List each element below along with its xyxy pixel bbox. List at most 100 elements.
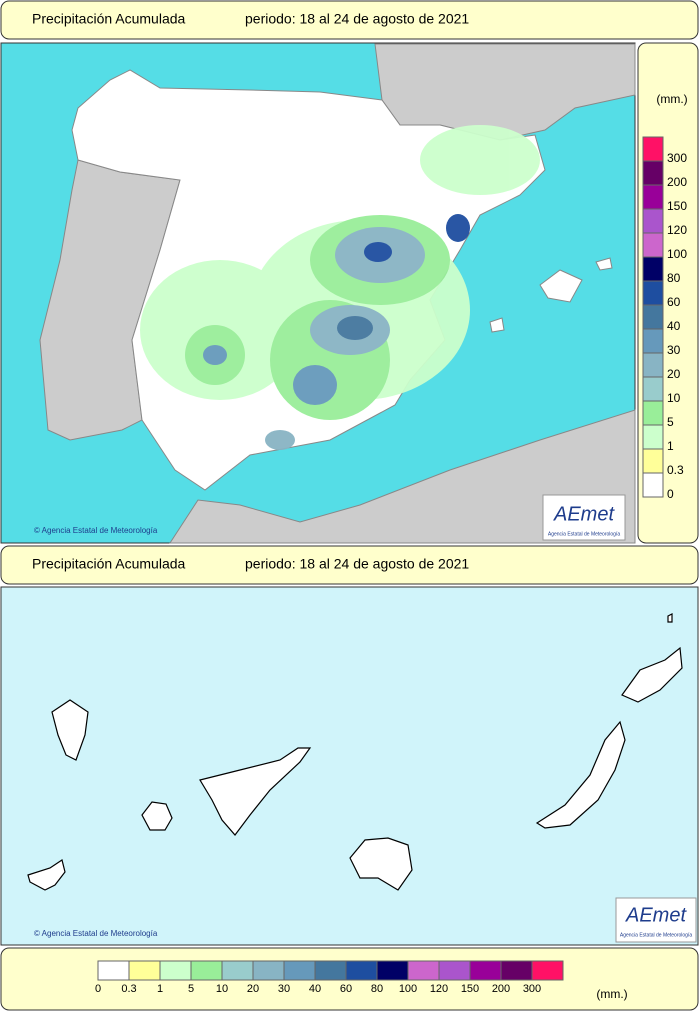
islands — [27, 613, 683, 891]
legend-swatch — [376, 960, 409, 981]
legend-swatch — [221, 960, 254, 981]
legend-label: 120 — [667, 223, 687, 237]
legend-label: 1 — [667, 439, 674, 453]
precip-area — [337, 316, 373, 340]
period: periodo: 18 al 24 de agosto de 2021 — [245, 556, 469, 572]
logo: AEmet — [625, 904, 687, 926]
legend-label: 150 — [461, 983, 479, 995]
legend-swatch — [128, 960, 161, 981]
legend-vertical: 0 0.3 1 5 10 20 30 40 60 80 100 120 150 200 300 — [642, 136, 687, 501]
title: Precipitación Acumulada — [32, 11, 186, 27]
mallorca — [539, 269, 583, 303]
legend-label: 200 — [667, 175, 687, 189]
legend-label: 150 — [667, 199, 687, 213]
precipitation — [140, 125, 540, 450]
copyright: © Agencia Estatal de Meteorología — [34, 929, 158, 938]
la-gomera — [141, 801, 173, 831]
legend-label: 20 — [667, 367, 681, 381]
gran-canaria — [349, 837, 413, 891]
legend-swatch — [283, 960, 316, 981]
legend-unit: (mm.) — [596, 987, 627, 1001]
legend-swatch — [642, 160, 664, 186]
legend-label: 30 — [278, 983, 290, 995]
legend-unit: (mm.) — [656, 92, 687, 106]
legend-label: 100 — [399, 983, 417, 995]
legend-horizontal: 0 0.3 1 5 10 20 30 40 60 80 100 120 150 200 300 — [95, 960, 564, 995]
sea — [0, 586, 699, 946]
legend-label: 200 — [492, 983, 510, 995]
legend-swatch — [642, 232, 664, 258]
legend-swatch — [642, 328, 664, 354]
legend-swatch — [438, 960, 471, 981]
legend-label: 1 — [157, 983, 163, 995]
legend-label: 20 — [247, 983, 259, 995]
fuerteventura — [535, 720, 626, 829]
legend-label: 120 — [430, 983, 448, 995]
legend-swatch — [642, 448, 664, 474]
precip-area — [293, 365, 337, 405]
legend-swatch — [642, 208, 664, 234]
precip-area — [364, 242, 392, 262]
legend-label: 5 — [188, 983, 194, 995]
legend-label: 300 — [667, 151, 687, 165]
legend-swatch — [531, 960, 564, 981]
legend-label: 10 — [667, 391, 681, 405]
legend-swatch — [469, 960, 502, 981]
legend-swatch — [345, 960, 378, 981]
header-bar — [0, 545, 699, 585]
legend-swatch — [642, 376, 664, 402]
precip-area — [265, 430, 295, 450]
legend-swatch — [642, 304, 664, 330]
legend-label: 0.3 — [121, 983, 136, 995]
legend-swatch — [407, 960, 440, 981]
legend-label: 30 — [667, 343, 681, 357]
legend-label: 40 — [309, 983, 321, 995]
copyright: © Agencia Estatal de Meteorología — [34, 526, 158, 535]
period: periodo: 18 al 24 de agosto de 2021 — [245, 11, 469, 27]
legend-swatch — [314, 960, 347, 981]
peninsula-map: AEmet Agencia Estatal de Meteorología © … — [0, 42, 636, 544]
header-bar — [0, 0, 699, 40]
legend-label: 60 — [340, 983, 352, 995]
legend-swatch — [642, 136, 664, 162]
legend-swatch — [642, 400, 664, 426]
logo: AEmet — [553, 503, 615, 525]
el-hierro — [27, 859, 66, 891]
legend-label: 300 — [523, 983, 541, 995]
legend-label: 0.3 — [667, 463, 684, 477]
legend-swatch — [642, 424, 664, 450]
legend-swatch — [642, 352, 664, 378]
legend-label: 5 — [667, 415, 674, 429]
legend-label: 80 — [371, 983, 383, 995]
legend-swatch — [97, 960, 130, 981]
legend-label: 0 — [667, 487, 674, 501]
menorca — [595, 257, 613, 271]
precip-area — [203, 345, 227, 365]
logo-box — [542, 494, 626, 541]
logo-subtitle: Agencia Estatal de Meteorología — [548, 531, 620, 537]
precip-area — [446, 214, 470, 242]
legend-swatch — [642, 184, 664, 210]
africa — [169, 409, 636, 544]
logo-subtitle: Agencia Estatal de Meteorología — [620, 932, 692, 938]
canary-map: AEmet Agencia Estatal de Meteorología © … — [0, 586, 699, 946]
logo-box — [615, 897, 697, 943]
legend-label: 100 — [667, 247, 687, 261]
legend-label: 80 — [667, 271, 681, 285]
la-palma — [51, 699, 89, 761]
islote — [667, 613, 673, 623]
precip-area — [420, 125, 540, 195]
legend-swatch — [190, 960, 223, 981]
lanzarote — [621, 646, 683, 703]
ibiza — [489, 317, 505, 333]
legend-label: 0 — [95, 983, 101, 995]
legend-label: 60 — [667, 295, 681, 309]
legend-label: 40 — [667, 319, 681, 333]
title: Precipitación Acumulada — [32, 556, 186, 572]
legend-swatch — [642, 472, 664, 498]
legend-swatch — [642, 256, 664, 282]
legend-swatch — [500, 960, 533, 981]
legend-swatch — [252, 960, 285, 981]
tenerife — [199, 747, 312, 836]
